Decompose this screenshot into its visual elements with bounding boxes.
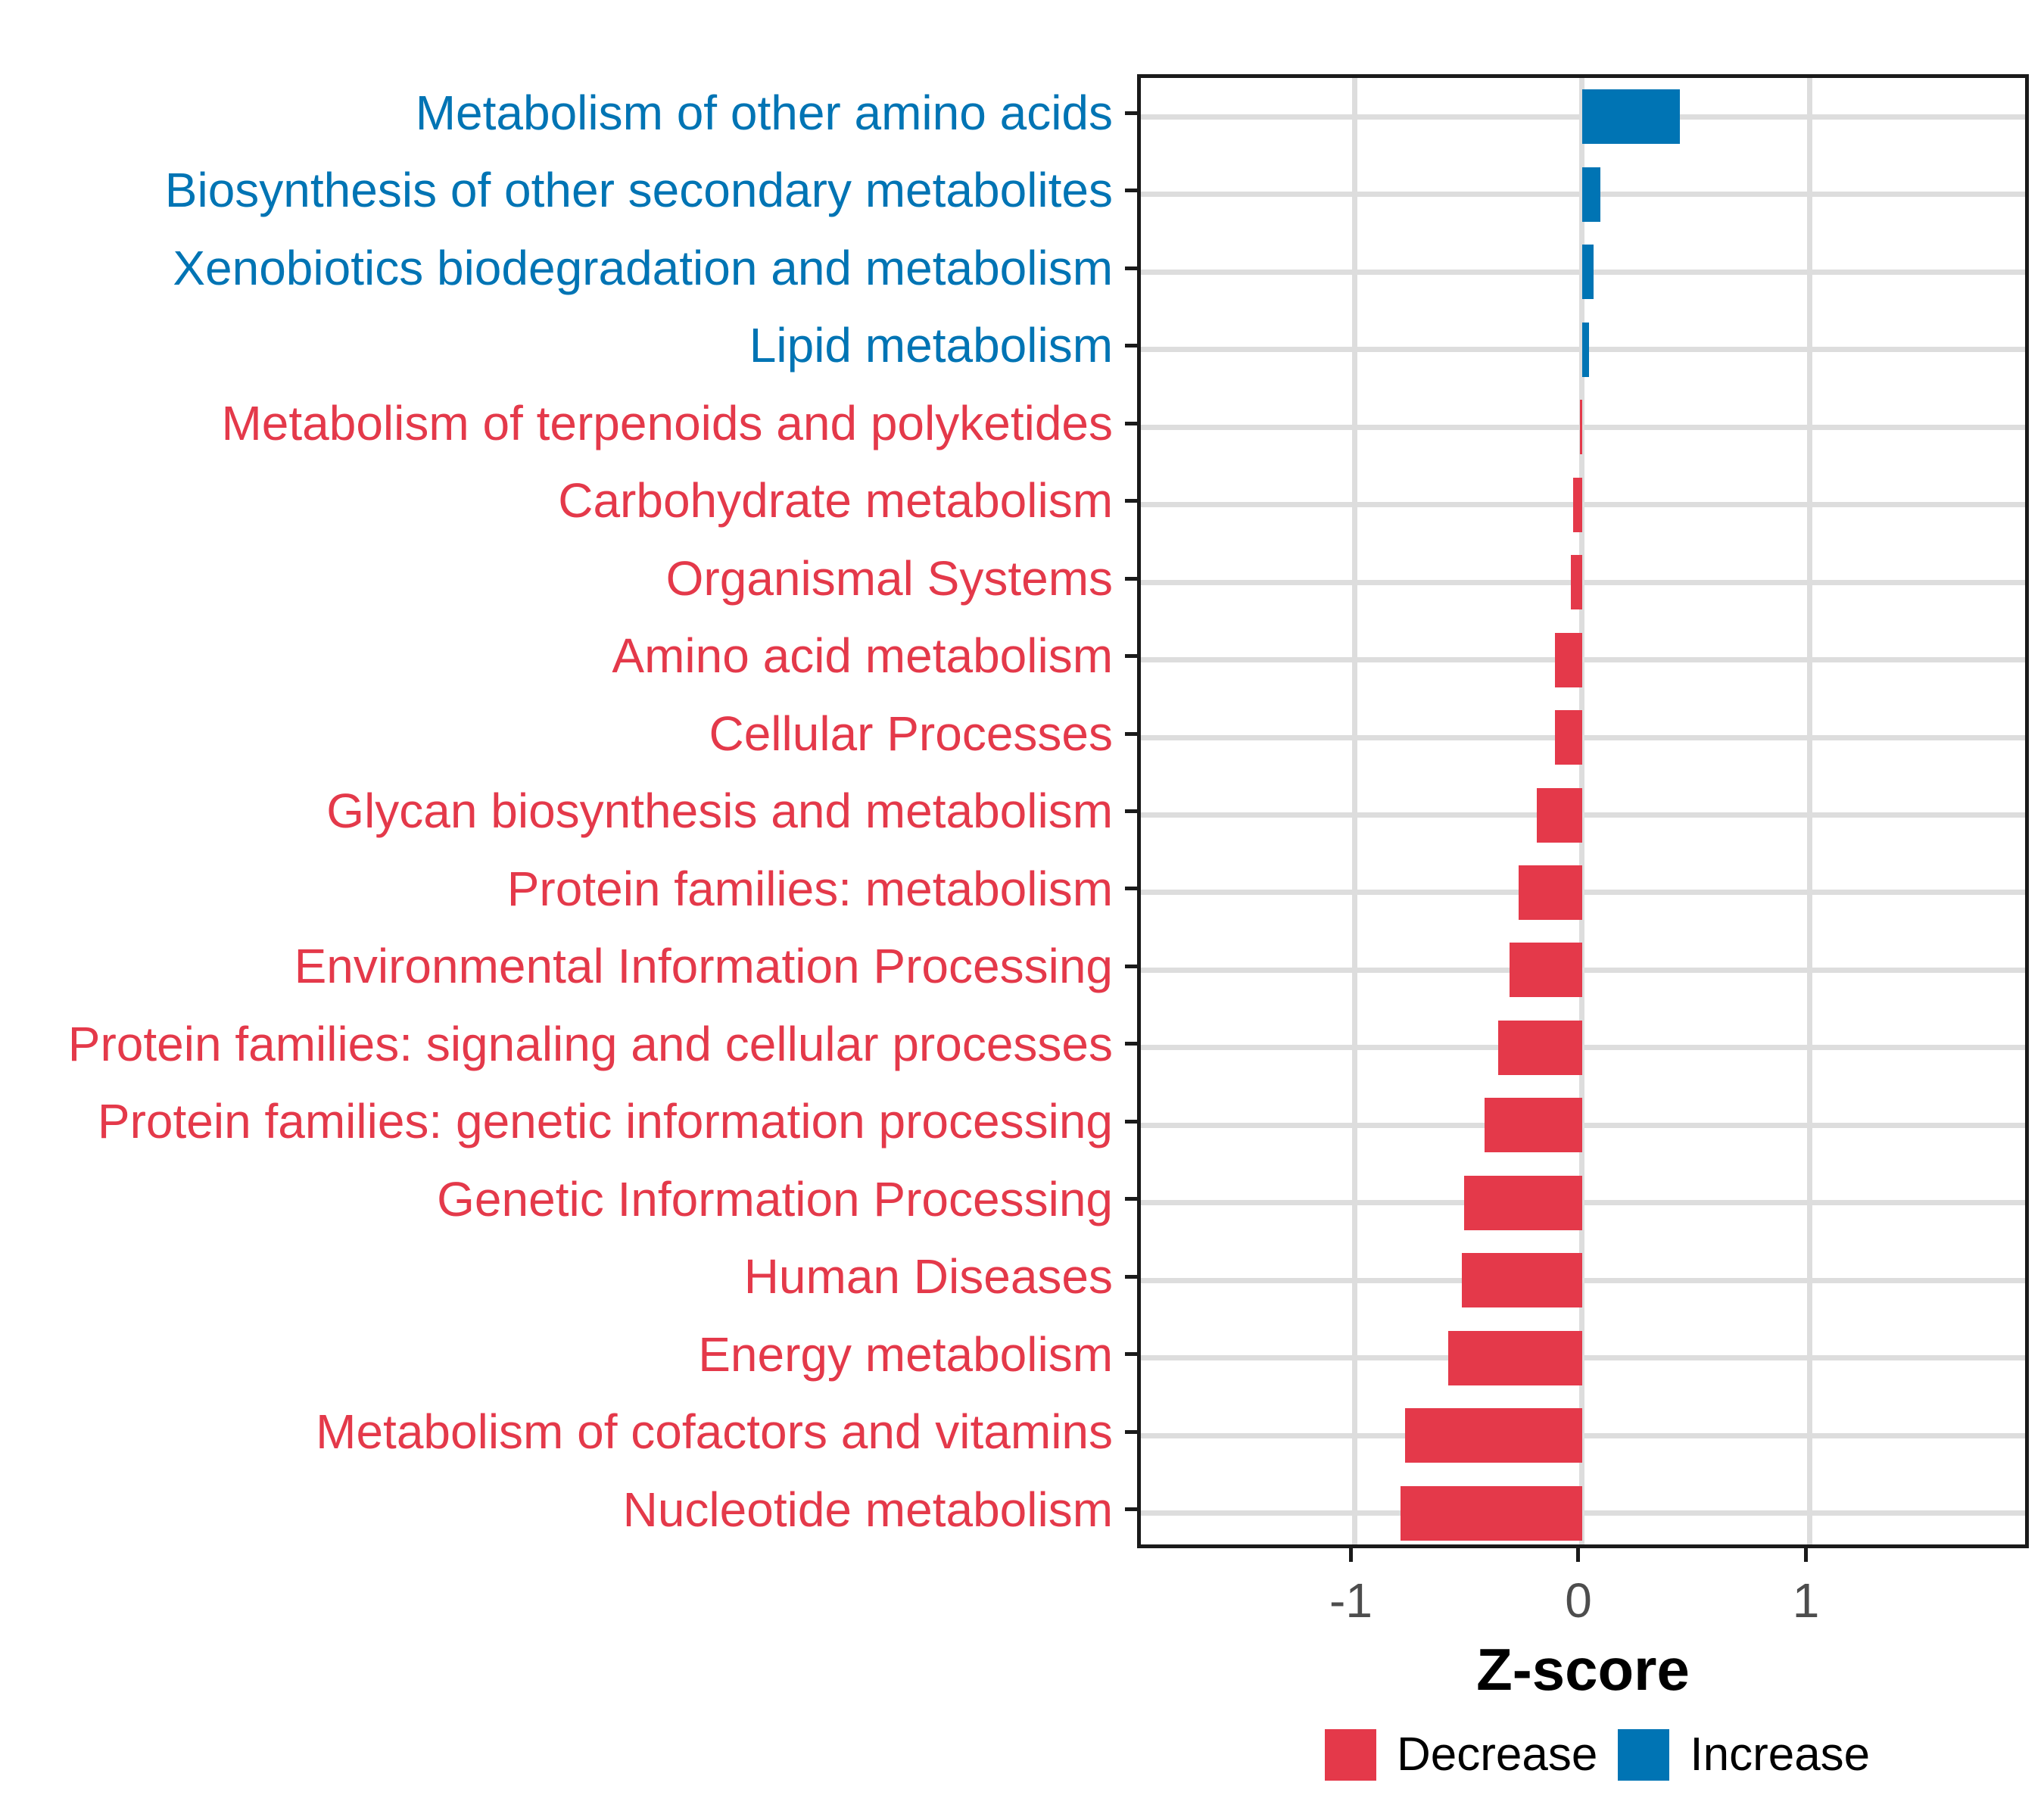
legend: Decrease Increase: [1325, 1729, 1870, 1781]
bar-increase: [1581, 245, 1594, 300]
y-tick-mark: [1125, 1507, 1137, 1512]
y-tick-mark: [1125, 1119, 1137, 1124]
y-axis-label: Nucleotide metabolism: [622, 1482, 1113, 1537]
y-tick-mark: [1125, 1352, 1137, 1357]
x-tick-label: 1: [1792, 1573, 1820, 1628]
bar-decrease: [1570, 555, 1582, 610]
bar-decrease: [1404, 1408, 1582, 1463]
x-axis-title: Z-score: [1476, 1636, 1690, 1703]
legend-swatch-decrease: [1325, 1729, 1376, 1781]
bar-decrease: [1400, 1485, 1582, 1541]
y-gridline: [1141, 1510, 2025, 1516]
y-gridline: [1141, 502, 2025, 508]
y-tick-mark: [1125, 189, 1137, 193]
bar-decrease: [1509, 943, 1582, 998]
y-tick-mark: [1125, 887, 1137, 891]
y-tick-mark: [1125, 499, 1137, 503]
y-gridline: [1141, 1355, 2025, 1361]
bar-decrease: [1497, 1020, 1582, 1075]
y-axis-label: Energy metabolism: [698, 1326, 1113, 1382]
bar-decrease: [1554, 632, 1582, 687]
y-axis-label: Metabolism of cofactors and vitamins: [316, 1404, 1113, 1460]
y-tick-mark: [1125, 344, 1137, 348]
y-axis-label: Human Diseases: [743, 1249, 1113, 1304]
x-gridline-1: [1807, 78, 1812, 1544]
y-axis-label: Genetic Information Processing: [437, 1171, 1113, 1226]
y-axis-label: Cellular Processes: [709, 706, 1113, 761]
y-axis-label: Amino acid metabolism: [612, 628, 1113, 684]
y-gridline: [1141, 967, 2025, 973]
x-tick-mark: [1348, 1547, 1353, 1562]
y-tick-mark: [1125, 1042, 1137, 1046]
y-tick-mark: [1125, 1274, 1137, 1279]
bar-decrease: [1484, 1098, 1582, 1153]
bar-decrease: [1572, 477, 1582, 532]
bar-increase: [1581, 167, 1601, 222]
bar-decrease: [1463, 1175, 1582, 1230]
bar-increase: [1581, 322, 1589, 377]
y-axis-label: Biosynthesis of other secondary metaboli…: [164, 163, 1113, 218]
bar-decrease: [1554, 710, 1582, 765]
y-gridline: [1141, 1432, 2025, 1438]
x-tick-mark: [1804, 1547, 1808, 1562]
y-gridline: [1141, 1122, 2025, 1128]
y-gridline: [1141, 657, 2025, 663]
y-gridline: [1141, 1200, 2025, 1206]
y-tick-mark: [1125, 576, 1137, 581]
bar-decrease: [1518, 865, 1582, 920]
y-tick-mark: [1125, 1429, 1137, 1434]
y-tick-mark: [1125, 111, 1137, 115]
y-gridline: [1141, 734, 2025, 740]
y-gridline: [1141, 424, 2025, 430]
bar-increase: [1581, 89, 1681, 145]
x-tick-label: 0: [1565, 1573, 1592, 1628]
y-gridline: [1141, 812, 2025, 818]
y-gridline: [1141, 1045, 2025, 1051]
bar-decrease: [1579, 400, 1582, 455]
y-tick-mark: [1125, 964, 1137, 968]
y-gridline: [1141, 1277, 2025, 1283]
bar-decrease: [1447, 1330, 1582, 1385]
bar-decrease: [1461, 1253, 1582, 1308]
y-axis-label: Glycan biosynthesis and metabolism: [326, 784, 1113, 839]
x-tick-mark: [1576, 1547, 1581, 1562]
y-axis-label: Environmental Information Processing: [294, 939, 1113, 994]
y-axis-label: Metabolism of terpenoids and polyketides: [221, 395, 1113, 450]
legend-swatch-increase: [1618, 1729, 1670, 1781]
y-axis-label: Xenobiotics biodegradation and metabolis…: [173, 240, 1113, 295]
y-axis-label: Protein families: genetic information pr…: [97, 1094, 1113, 1149]
x-tick-label: -1: [1329, 1573, 1373, 1628]
y-axis-label: Protein families: metabolism: [506, 861, 1113, 916]
y-axis-label: Lipid metabolism: [749, 318, 1113, 373]
plot-panel: [1137, 74, 2029, 1548]
y-tick-mark: [1125, 1197, 1137, 1201]
y-axis-label: Organismal Systems: [665, 550, 1113, 606]
y-axis-label: Metabolism of other amino acids: [415, 86, 1113, 140]
y-gridline: [1141, 890, 2025, 896]
x-gridline--1: [1351, 78, 1357, 1544]
y-axis-label: Carbohydrate metabolism: [558, 473, 1113, 528]
y-tick-mark: [1125, 731, 1137, 736]
y-tick-mark: [1125, 266, 1137, 270]
legend-label-increase: Increase: [1690, 1728, 1871, 1781]
y-tick-mark: [1125, 654, 1137, 659]
y-tick-mark: [1125, 421, 1137, 425]
y-axis-label: Protein families: signaling and cellular…: [67, 1016, 1113, 1071]
y-gridline: [1141, 579, 2025, 585]
legend-label-decrease: Decrease: [1397, 1728, 1598, 1781]
y-tick-mark: [1125, 809, 1137, 813]
x-gridline-0: [1579, 78, 1585, 1544]
bar-decrease: [1536, 787, 1582, 843]
